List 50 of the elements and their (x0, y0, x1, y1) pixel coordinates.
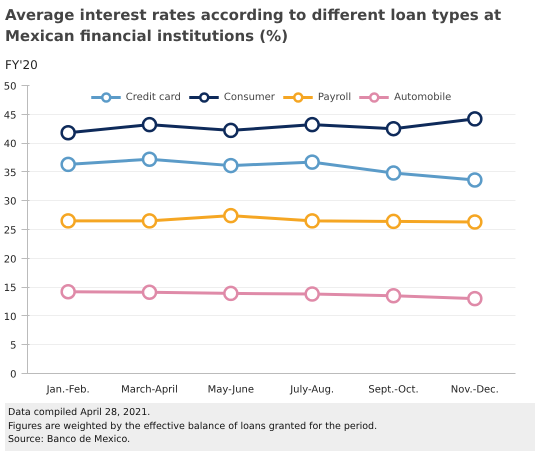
point (467, 111, 483, 127)
legend-label: Payroll (318, 92, 352, 102)
y-tick-label: 40 (4, 139, 17, 150)
point (467, 214, 483, 230)
point (60, 156, 76, 172)
point (467, 172, 483, 188)
x-tick-label: Jan.-Feb. (46, 384, 90, 396)
point (223, 122, 239, 138)
point (386, 214, 402, 230)
point (223, 286, 239, 302)
text: Figures are weighted by the effective balance of loans granted for the period. (8, 420, 378, 432)
point (142, 116, 158, 132)
chart-subtitle: FY'20 (5, 57, 38, 74)
point (60, 213, 76, 229)
y-tick-label: 50 (4, 82, 17, 92)
y-tick-label: 35 (4, 168, 17, 179)
y-tick-label: 15 (4, 283, 17, 294)
point (304, 154, 320, 170)
chart-title: Average interest rates according to different loan types at Mexican financial institutions (%) (5, 5, 502, 48)
y-tick-label: 20 (4, 254, 17, 266)
point (304, 116, 320, 132)
text: Data compiled April 28, 2021. (8, 407, 150, 418)
y-tick-label: 25 (4, 226, 17, 236)
y-tick-label: 5 (10, 340, 17, 352)
point (386, 288, 402, 304)
legend-label: Credit card (126, 92, 181, 102)
y-tick-label: 45 (4, 110, 17, 122)
point (304, 213, 320, 229)
point (223, 208, 239, 224)
point (142, 213, 158, 229)
x-tick-label: Nov.-Dec. (450, 384, 499, 396)
point (142, 151, 158, 167)
legend-label: Automobile (394, 92, 452, 102)
point (142, 284, 158, 300)
source-note: Source: Banco de Mexico. (8, 434, 130, 446)
point (223, 158, 239, 174)
point (467, 290, 483, 306)
x-tick-label: July-Aug. (289, 384, 334, 396)
point (60, 284, 76, 300)
x-tick-label: Sept.-Oct. (368, 384, 419, 396)
point (386, 165, 402, 181)
legend-label: Consumer (224, 92, 275, 102)
y-tick-label: 30 (4, 196, 17, 208)
y-tick-label: 0 (10, 370, 17, 380)
x-tick-label: May-June (208, 384, 254, 396)
point (386, 120, 402, 136)
y-tick-label: 10 (4, 312, 17, 323)
x-tick-label: March-April (121, 384, 178, 396)
point (60, 124, 76, 140)
point (304, 286, 320, 302)
